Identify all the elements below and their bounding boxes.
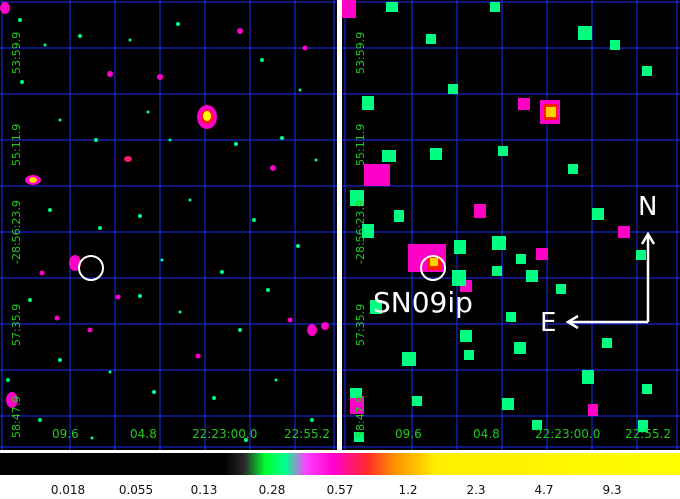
east-label: E <box>540 308 557 338</box>
colorbar-tick-3: 0.13 <box>190 483 218 497</box>
right-dec-tick-3: -28:56:23.9 <box>354 200 367 264</box>
right-dec-tick-4: 57:35.9 <box>354 303 367 346</box>
left-image-panel: 53:59.9 55:11.9 -28:56:23.9 57:35.9 58:4… <box>0 0 337 450</box>
right-sn-marker <box>420 255 446 281</box>
left-grid <box>0 0 337 450</box>
right-dec-tick-1: 53:59.9 <box>354 31 367 74</box>
right-ra-tick-1: 09.6 <box>395 427 422 441</box>
left-ra-tick-4: 22:55.2 <box>284 427 331 441</box>
right-dec-tick-5: 58:47.9 <box>354 395 367 438</box>
left-dec-tick-3: -28:56:23.9 <box>10 200 23 264</box>
left-dec-tick-4: 57:35.9 <box>10 303 23 346</box>
colorbar-tick-1: 0.018 <box>50 483 86 497</box>
left-sources <box>0 2 329 442</box>
colorbar-tick-4: 0.28 <box>258 483 286 497</box>
north-label: N <box>638 192 658 222</box>
colorbar-tick-8: 4.7 <box>534 483 554 497</box>
right-image-panel: 53:59.9 55:11.9 -28:56:23.9 57:35.9 58:4… <box>342 0 680 450</box>
colorbar-tick-6: 1.2 <box>398 483 418 497</box>
right-ra-tick-2: 04.8 <box>473 427 500 441</box>
panel-divider <box>337 0 342 450</box>
left-dec-tick-2: 55:11.9 <box>10 123 23 166</box>
left-dec-tick-5: 58:47.9 <box>10 395 23 438</box>
left-ra-tick-1: 09.6 <box>52 427 79 441</box>
right-dec-tick-2: 55:11.9 <box>354 123 367 166</box>
right-ra-tick-3: 22:23:00.0 <box>535 427 601 441</box>
right-ra-tick-4: 22:55.2 <box>625 427 672 441</box>
left-ra-tick-3: 22:23:00.0 <box>192 427 258 441</box>
colorbar-tick-9: 9.3 <box>602 483 622 497</box>
colorbar-tick-7: 2.3 <box>466 483 486 497</box>
right-grid <box>342 0 680 450</box>
left-sn-marker <box>78 255 104 281</box>
compass-arrows <box>565 231 656 330</box>
colorbar-tick-5: 0.57 <box>326 483 354 497</box>
colorbar <box>0 453 680 475</box>
colorbar-tick-2: 0.055 <box>118 483 154 497</box>
object-label: SN09ip <box>373 286 473 319</box>
left-ra-tick-2: 04.8 <box>130 427 157 441</box>
right-sources <box>342 0 656 442</box>
left-dec-tick-1: 53:59.9 <box>10 31 23 74</box>
